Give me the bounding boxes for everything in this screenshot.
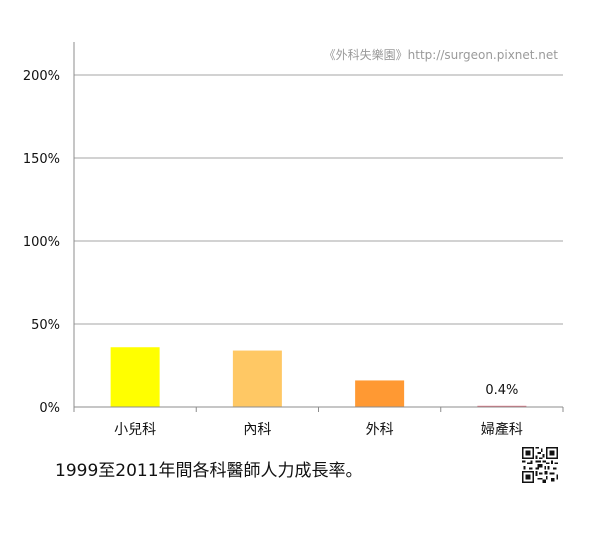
qr-code-icon (522, 447, 558, 483)
y-tick-labels: 0% 50% 100% 150% 200% (23, 69, 60, 416)
x-tick-labels: 小兒科 內科 外科 婦產科 (114, 421, 523, 438)
x-tick-label: 婦產科 (481, 421, 523, 438)
x-tick-label: 內科 (243, 422, 271, 438)
gridlines (74, 74, 563, 325)
bar (355, 380, 405, 407)
bar (110, 347, 160, 407)
y-tick-label: 50% (31, 318, 60, 333)
x-tick-label: 小兒科 (114, 422, 156, 438)
watermark-text: 《外科失樂園》http://surgeon.pixnet.net (324, 47, 559, 62)
bars (110, 347, 527, 407)
x-tick-label: 外科 (366, 422, 394, 438)
bar (477, 405, 527, 407)
data-label: 0.4% (485, 383, 518, 398)
y-tick-label: 100% (23, 235, 60, 250)
chart-caption: 1999至2011年間各科醫師人力成長率。 (55, 461, 363, 481)
data-labels: 0.4% (485, 383, 518, 398)
axes (73, 42, 564, 412)
y-tick-label: 0% (39, 401, 60, 416)
y-tick-label: 200% (23, 69, 60, 84)
y-tick-label: 150% (23, 152, 60, 167)
bar (232, 350, 282, 407)
